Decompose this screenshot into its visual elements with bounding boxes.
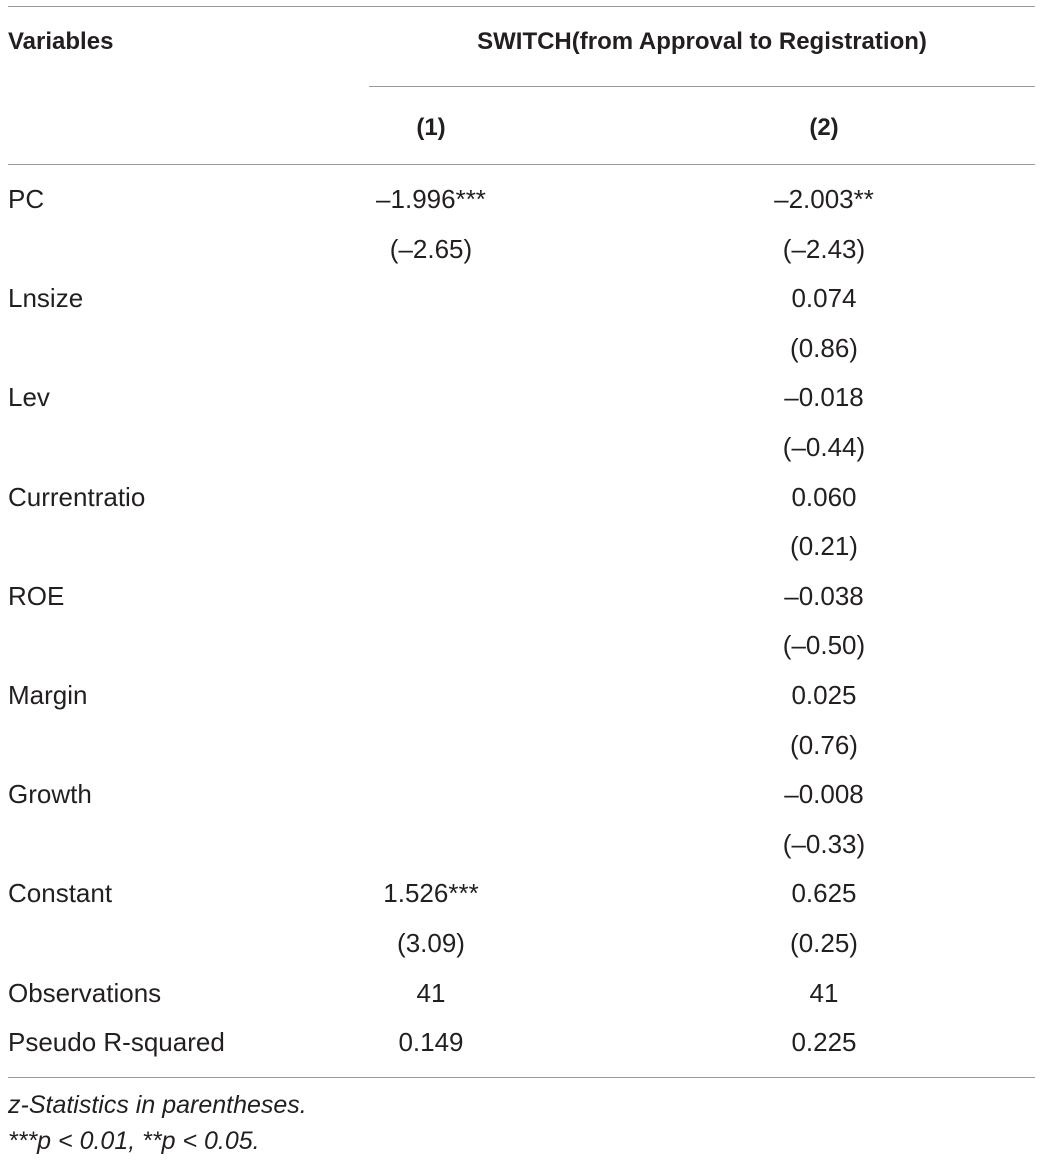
row-variable-cell: Observations	[8, 977, 162, 1008]
table-row: (3.09) (0.25)	[0, 919, 1041, 968]
row-col2-cell: 0.025	[791, 680, 857, 710]
row-col2-cell: –2.003**	[774, 184, 874, 214]
row-col2-cell: 0.060	[791, 481, 857, 512]
table-row: Growth –0.008	[0, 770, 1041, 819]
row-col2-cell: (–2.43)	[782, 233, 866, 264]
row-col1-cell: 0.149	[398, 1027, 464, 1058]
row-variable-cell: Margin	[8, 680, 88, 710]
row-col2-cell: (0.21)	[790, 531, 858, 562]
group-rule	[369, 86, 1035, 87]
row-col1-cell: 41	[416, 977, 446, 1008]
table-row: (–0.44)	[0, 423, 1041, 472]
row-variable-cell: Lnsize	[8, 283, 84, 314]
top-rule	[8, 6, 1035, 7]
table-row: Pseudo R-squared 0.149 0.225	[0, 1018, 1041, 1067]
row-variable-cell: Currentratio	[8, 481, 146, 512]
table-row: Margin 0.025	[0, 671, 1041, 720]
table-row: (0.76)	[0, 721, 1041, 770]
header-rule	[8, 164, 1035, 165]
row-col2-cell: (–0.44)	[782, 432, 866, 462]
row-col2-cell: 0.225	[791, 1027, 857, 1058]
table-row: (0.21)	[0, 522, 1041, 571]
row-variable-cell: PC	[8, 184, 45, 214]
row-col2-cell: (–0.50)	[782, 630, 866, 661]
table-row: (0.86)	[0, 324, 1041, 373]
variables-header: Variables	[8, 28, 114, 55]
row-variable-cell: Growth	[8, 779, 92, 810]
row-col2-cell: –0.038	[784, 580, 864, 611]
table-row: Constant 1.526*** 0.625	[0, 869, 1041, 918]
row-col2-cell: 41	[809, 977, 839, 1008]
row-col1-cell: 1.526***	[383, 878, 479, 909]
col1-header: (1)	[416, 114, 446, 141]
table-row: Observations 41 41	[0, 969, 1041, 1018]
table-row: (–2.65) (–2.43)	[0, 225, 1041, 274]
table-row: ROE –0.038	[0, 572, 1041, 621]
row-col2-cell: 0.074	[791, 283, 857, 314]
table-row: Currentratio 0.060	[0, 473, 1041, 522]
row-col2-cell: (0.76)	[790, 729, 858, 760]
row-col2-cell: 0.625	[791, 878, 857, 909]
row-variable-cell: Lev	[8, 382, 50, 413]
row-col2-cell: –0.008	[784, 779, 864, 810]
row-col1-cell: (3.09)	[397, 928, 465, 958]
row-col2-cell: (–0.33)	[782, 828, 866, 859]
table-row: Lev –0.018	[0, 373, 1041, 422]
row-col1-cell: (–2.65)	[389, 233, 473, 264]
table-note-significance: ***p < 0.01, **p < 0.05.	[8, 1127, 260, 1155]
col2-header: (2)	[809, 114, 839, 141]
table-row: (–0.33)	[0, 820, 1041, 869]
bottom-rule	[8, 1077, 1035, 1078]
table-row: PC –1.996*** –2.003**	[0, 175, 1041, 224]
row-col2-cell: (0.86)	[790, 332, 858, 363]
row-variable-cell: ROE	[8, 580, 65, 611]
table-note-zstat: z-Statistics in parentheses.	[8, 1091, 307, 1119]
row-variable-cell: Constant	[8, 878, 113, 909]
row-variable-cell: Pseudo R-squared	[8, 1027, 225, 1058]
table-row: (–0.50)	[0, 621, 1041, 670]
group-header: SWITCH(from Approval to Registration)	[477, 28, 927, 55]
table-row: Lnsize 0.074	[0, 274, 1041, 323]
row-col2-cell: (0.25)	[790, 928, 858, 958]
row-col1-cell: –1.996***	[376, 184, 486, 214]
row-col2-cell: –0.018	[784, 382, 864, 413]
